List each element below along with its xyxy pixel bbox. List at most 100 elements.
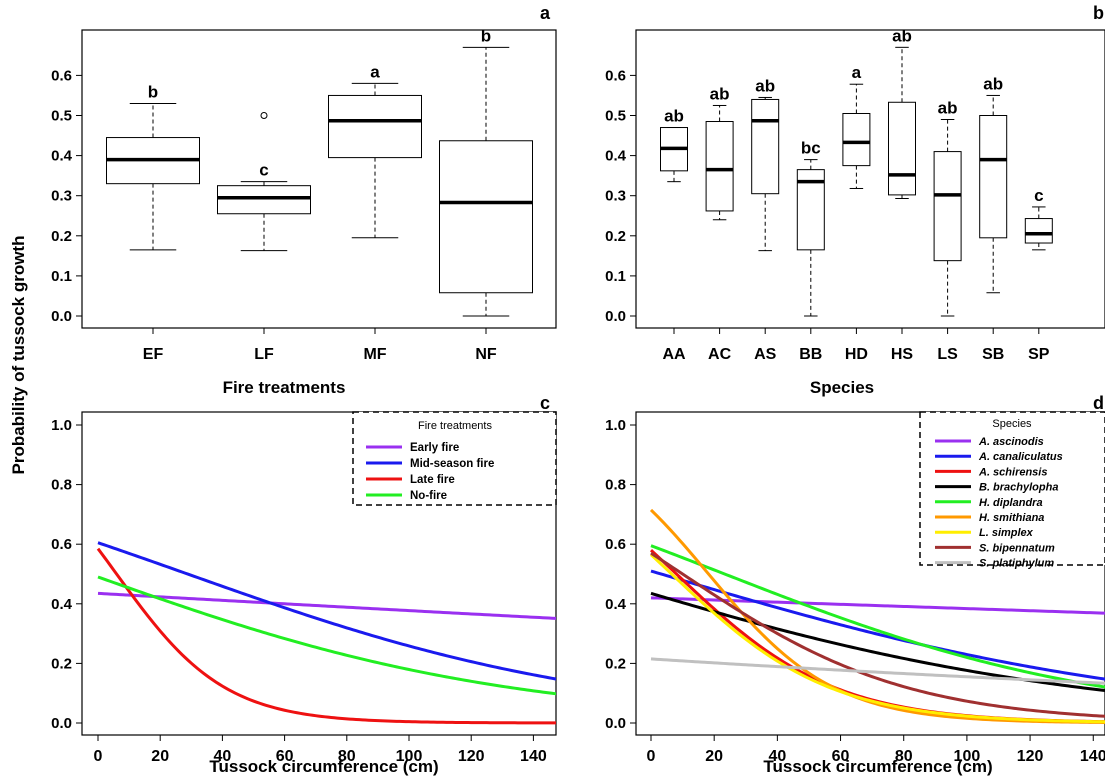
significance-letter: b xyxy=(148,82,158,101)
box xyxy=(439,140,533,294)
y-axis-label: Probability of tussock growth xyxy=(9,236,28,475)
significance-letter: ab xyxy=(983,74,1003,93)
x-tick-label-d: 20 xyxy=(705,748,723,765)
panel-frame-d xyxy=(635,411,1105,736)
x-tick-label-c: 140 xyxy=(520,748,547,765)
x-tick-label-c: 40 xyxy=(214,748,232,765)
panel-frame-a xyxy=(81,29,557,329)
y-tick-label-d: 0.8 xyxy=(605,477,626,494)
x-tick-label-b: AA xyxy=(662,346,686,363)
box xyxy=(328,94,422,159)
x-tick-label-d: 100 xyxy=(954,748,981,765)
significance-letter: c xyxy=(259,161,268,180)
significance-letter: a xyxy=(370,62,380,81)
significance-letter: ab xyxy=(755,76,775,95)
box xyxy=(751,98,780,195)
legend-label: S. bipennatum xyxy=(979,542,1055,554)
x-tick-label-c: 120 xyxy=(458,748,485,765)
y-tick-label-b: 0.2 xyxy=(605,228,626,245)
x-tick-label-d: 80 xyxy=(895,748,913,765)
y-tick-label-d: 0.6 xyxy=(605,536,626,553)
series-line-s-bipennatum xyxy=(650,551,1105,718)
panel-frame-c xyxy=(81,411,557,736)
x-axis-label-species: Species xyxy=(810,378,874,397)
y-tick-label-c: 0.4 xyxy=(51,596,73,613)
panel-frame-b xyxy=(635,29,1105,329)
x-tick-label-b: AS xyxy=(754,346,777,363)
x-tick-label-c: 100 xyxy=(396,748,423,765)
x-tick-label-d: 140 xyxy=(1080,748,1105,765)
series-line-early-fire xyxy=(97,591,556,620)
x-tick-label-b: SB xyxy=(982,346,1004,363)
box xyxy=(933,151,962,262)
x-tick-label-b: HS xyxy=(891,346,914,363)
legend-label: Mid-season fire xyxy=(410,458,494,470)
legend-label: B. brachylopha xyxy=(979,482,1058,494)
legend-label: H. smithiana xyxy=(979,512,1044,524)
significance-letter: a xyxy=(852,63,862,82)
x-tick-label-d: 120 xyxy=(1017,748,1044,765)
y-tick-label-c: 0.0 xyxy=(51,715,72,732)
series-line-s-platiphylum xyxy=(650,657,1105,685)
legend-label: A. canaliculatus xyxy=(978,451,1063,463)
x-tick-label-b: AC xyxy=(708,346,732,363)
series-line-a-canaliculatus xyxy=(650,569,1105,681)
outlier-point xyxy=(260,112,268,119)
series-line-no-fire xyxy=(97,575,556,696)
box xyxy=(217,185,311,215)
x-tick-label-d: 0 xyxy=(647,748,656,765)
y-tick-label-c: 0.6 xyxy=(51,536,72,553)
x-tick-label-c: 20 xyxy=(151,748,169,765)
y-tick-label-a: 0.5 xyxy=(51,108,72,125)
x-tick-label-c: 60 xyxy=(276,748,294,765)
y-tick-label-d: 0.0 xyxy=(605,715,626,732)
legend-label: A. schirensis xyxy=(978,466,1047,478)
y-tick-label-b: 0.5 xyxy=(605,108,626,125)
y-tick-label-b: 0.1 xyxy=(605,268,626,285)
box xyxy=(1024,218,1053,244)
y-tick-label-c: 0.8 xyxy=(51,477,72,494)
legend-label: Early fire xyxy=(410,442,459,454)
significance-letter: ab xyxy=(710,84,730,103)
series-line-h-diplandra xyxy=(650,544,1105,689)
significance-letter: ab xyxy=(938,99,958,118)
significance-letter: ab xyxy=(892,26,912,45)
box xyxy=(705,121,734,212)
x-axis-label-fire: Fire treatments xyxy=(223,378,346,397)
y-tick-label-b: 0.4 xyxy=(605,148,627,165)
y-tick-label-a: 0.4 xyxy=(51,148,73,165)
x-tick-label-c: 0 xyxy=(94,748,103,765)
x-tick-label-b: LS xyxy=(937,346,958,363)
legend-label: A. ascinodis xyxy=(978,436,1044,448)
x-tick-label-a: EF xyxy=(143,346,164,363)
x-tick-label-a: NF xyxy=(475,346,497,363)
y-tick-label-c: 0.2 xyxy=(51,655,72,672)
legend-label: No-fire xyxy=(410,490,447,502)
x-tick-label-b: BB xyxy=(799,346,822,363)
y-tick-label-a: 0.1 xyxy=(51,268,72,285)
legend-title-fire-treatments: Fire treatments xyxy=(418,420,492,432)
legend-label: L. simplex xyxy=(979,527,1034,539)
x-axis-label-circumference-c: Tussock circumference (cm) xyxy=(209,757,438,776)
x-tick-label-b: HD xyxy=(845,346,868,363)
significance-letter: ab xyxy=(664,107,684,126)
legend-box-fire-treatments xyxy=(352,411,557,506)
panel-label-b: b xyxy=(1093,3,1104,23)
y-tick-label-b: 0.0 xyxy=(605,308,626,325)
y-tick-label-a: 0.0 xyxy=(51,308,72,325)
significance-letter: b xyxy=(481,26,491,45)
box xyxy=(888,101,916,196)
panel-label-c: c xyxy=(540,393,550,413)
series-line-late-fire xyxy=(96,547,556,725)
y-tick-label-d: 0.2 xyxy=(605,655,626,672)
legend-box-species xyxy=(919,411,1105,566)
significance-letter: bc xyxy=(801,139,821,158)
series-line-a-schirensis xyxy=(649,549,1105,724)
legend-title-species: Species xyxy=(992,418,1032,430)
y-tick-label-c: 1.0 xyxy=(51,417,72,434)
series-line-mid-season-fire xyxy=(97,541,556,681)
box xyxy=(979,115,1008,239)
y-tick-label-d: 0.4 xyxy=(605,596,627,613)
y-tick-label-a: 0.2 xyxy=(51,228,72,245)
